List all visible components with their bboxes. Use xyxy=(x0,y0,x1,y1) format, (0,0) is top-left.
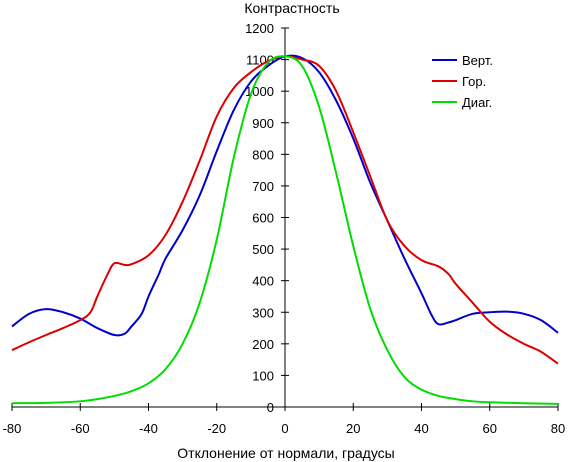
legend-label: Диаг. xyxy=(462,95,492,110)
x-tick-label: -60 xyxy=(71,421,90,436)
x-axis-title: Отклонение от нормали, градусы xyxy=(177,445,394,461)
y-tick-label: 300 xyxy=(252,305,274,320)
legend-label: Верт. xyxy=(462,53,493,68)
axes xyxy=(11,27,559,411)
y-tick-label: 400 xyxy=(252,274,274,289)
y-tick-label: 700 xyxy=(252,179,274,194)
y-tick-label: 0 xyxy=(267,400,274,415)
x-tick-label: 40 xyxy=(414,421,428,436)
legend-label: Гор. xyxy=(462,74,486,89)
legend: Верт. Гор. Диаг. xyxy=(432,53,493,110)
x-tick-label: 60 xyxy=(483,421,497,436)
x-tick-label: -40 xyxy=(139,421,158,436)
series-lines xyxy=(11,54,559,405)
y-tick-label: 200 xyxy=(252,337,274,352)
x-tick-label: 0 xyxy=(281,421,288,436)
y-axis-title: Контрастность xyxy=(244,0,339,16)
x-tick-label: -80 xyxy=(3,421,22,436)
x-tick-label: -20 xyxy=(207,421,226,436)
y-tick-label: 900 xyxy=(252,116,274,131)
x-tick-label: 20 xyxy=(346,421,360,436)
x-tick-label: 80 xyxy=(551,421,565,436)
series-line-gor xyxy=(11,55,559,365)
series-line-diag xyxy=(11,55,559,405)
y-tick-label: 800 xyxy=(252,147,274,162)
series-line-vert xyxy=(11,54,559,337)
y-tick-label: 500 xyxy=(252,242,274,257)
y-tick-label: 1200 xyxy=(245,21,274,36)
y-tick-label: 100 xyxy=(252,368,274,383)
x-tick-labels: -80 -60 -40 -20 0 20 40 60 80 xyxy=(3,421,566,436)
y-tick-label: 600 xyxy=(252,211,274,226)
